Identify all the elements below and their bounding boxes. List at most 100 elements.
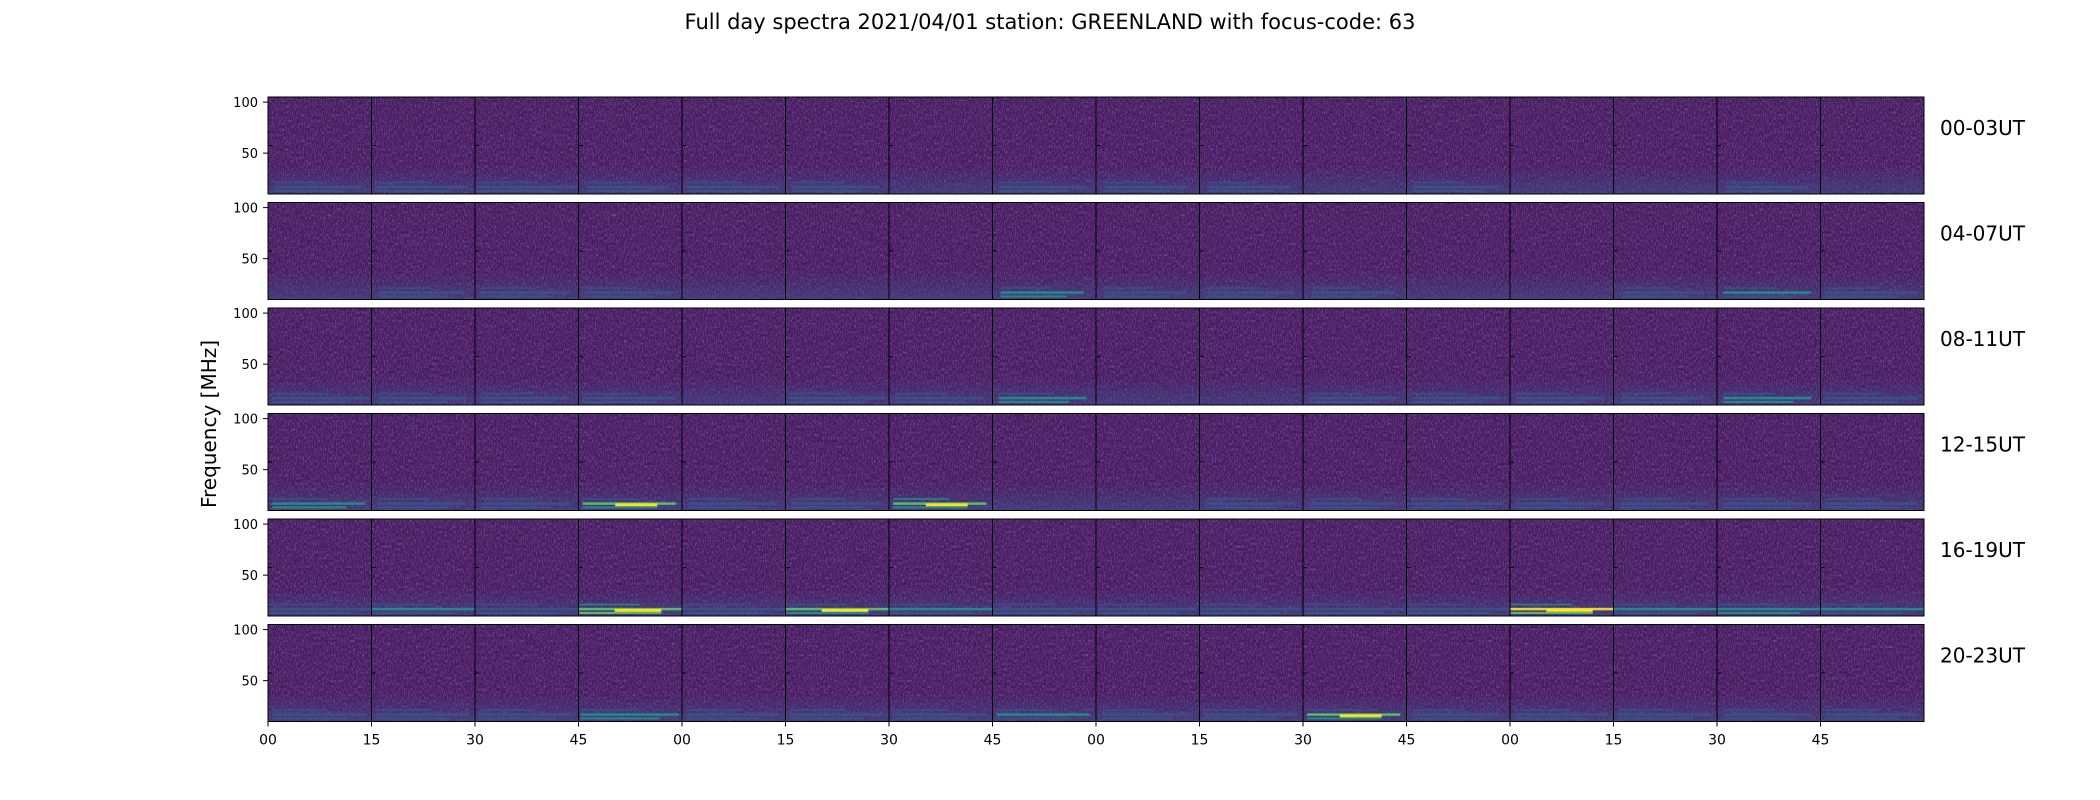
signal-band [378,295,448,298]
x-tick-label: 30 [880,733,898,749]
signal-band [272,502,366,505]
signal-band [998,181,1052,184]
signal-band [1104,287,1154,289]
signal-peak [925,503,968,507]
signal-band [1824,400,1900,403]
signal-band [1098,611,1177,614]
signal-band [1305,607,1404,611]
signal-band [998,400,1070,403]
signal-band [377,396,466,400]
panels-layer: 100 50 00-03UT 100 50 04-07UT 100 50 08-11UT 100 5… [233,96,2026,748]
spectra-row: 100 50 08-11UT [233,307,2026,406]
signal-band [1824,506,1900,509]
signal-band [893,709,950,711]
signal-band [1309,498,1362,500]
signal-band [1309,502,1398,505]
signal-band [1516,502,1605,505]
row-time-label: 12-15UT [1940,433,2026,457]
signal-band [1406,603,1469,606]
signal-band [1516,400,1587,403]
signal-band [789,709,846,711]
signal-band [1412,709,1466,711]
spectra-row: 100 50 16-19UT [233,518,2026,617]
signal-band [1203,713,1297,716]
signal-band [1516,392,1569,395]
y-tick-label: 50 [241,675,258,690]
y-tick-label: 100 [233,202,258,217]
signal-band [1514,717,1589,720]
spectra-row: 100 50 00-03UT [233,96,2026,195]
signal-band [1104,295,1171,298]
signal-band [1824,396,1918,400]
x-tick-label: 15 [363,733,381,749]
x-tick-label: 45 [1398,733,1416,749]
signal-band [1723,392,1776,395]
signal-band [272,713,366,716]
signal-band [1824,291,1918,294]
signal-band [791,181,845,184]
signal-band [1824,287,1881,289]
signal-band [688,498,741,500]
signal-band [791,502,880,505]
signal-band [586,181,637,184]
signal-band [992,611,1076,614]
signal-band [268,603,331,606]
signal-band [1410,506,1486,509]
signal-band [479,709,536,711]
signal-band [582,506,658,509]
x-tick-label: 00 [1501,733,1519,749]
signal-band [479,717,554,720]
signal-band [1824,295,1900,298]
signal-band [475,611,558,614]
signal-band [1201,607,1300,611]
signal-band [475,607,579,611]
y-tick-label: 100 [233,96,258,111]
signal-band [1309,400,1380,403]
signal-band [481,291,570,294]
signal-band [481,396,570,400]
signal-band [1205,498,1259,500]
signal-band [272,400,347,403]
signal-band [893,713,987,716]
signal-band [1619,502,1708,505]
signal-band [1621,295,1689,298]
signal-band [268,607,372,611]
signal-band [1824,717,1900,720]
signal-band [1723,502,1812,505]
signal-band [1203,717,1279,720]
signal-band [481,295,552,298]
row-time-label: 00-03UT [1940,116,2026,140]
signal-band [992,607,1096,611]
signal-band [1723,713,1812,716]
row-time-label: 04-07UT [1940,222,2026,246]
y-tick-label: 50 [241,464,258,479]
signal-band [378,287,431,289]
signal-band [584,291,673,294]
signal-band [791,506,863,509]
signal-band [268,611,351,614]
signal-band [1619,498,1673,500]
signal-band [998,396,1087,400]
signal-band [1098,603,1158,606]
y-tick-label: 100 [233,624,258,639]
signal-band [682,607,786,611]
x-tick-label: 45 [570,733,588,749]
signal-band [1824,502,1918,505]
signal-peak [615,503,658,507]
signal-band [1820,611,1904,614]
signal-band [1104,181,1154,184]
signal-band [475,603,538,606]
signal-band [272,498,329,500]
signal-band [1205,287,1259,289]
signal-band [895,392,948,395]
signal-band [1717,611,1800,614]
signal-band [992,603,1055,606]
signal-band [479,713,573,716]
signal-band [1412,392,1466,395]
signal-band [1410,498,1467,500]
signal-band [481,392,534,395]
signal-band [1412,181,1466,184]
signal-band [371,611,455,614]
x-tick-label: 30 [466,733,484,749]
y-tick-label: 100 [233,413,258,428]
